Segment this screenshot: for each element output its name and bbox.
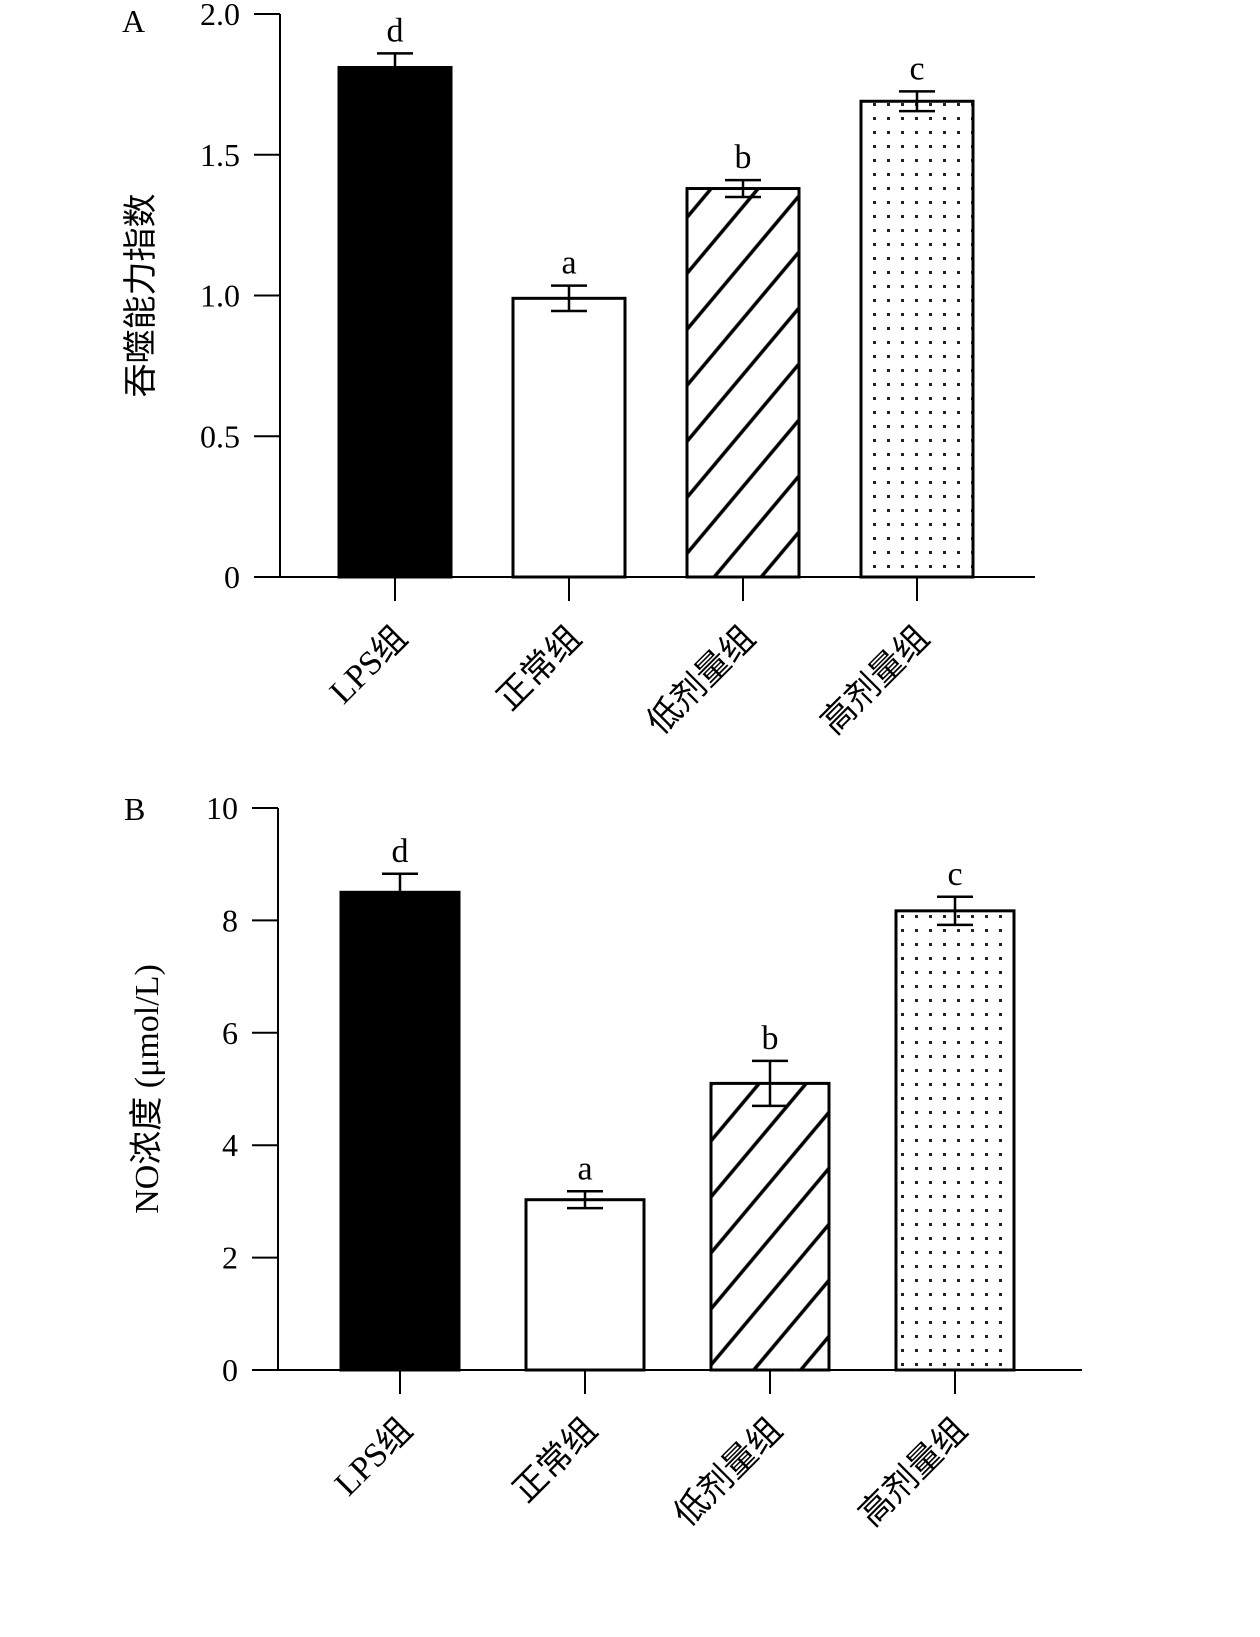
y-tick-label: 10 — [206, 790, 238, 826]
panel-label: A — [122, 3, 145, 39]
significance-label: d — [392, 833, 409, 870]
panel-label: B — [124, 791, 145, 827]
significance-label: d — [387, 12, 404, 49]
y-tick-label: 6 — [222, 1015, 238, 1051]
y-tick-label: 0 — [222, 1352, 238, 1388]
y-tick-label: 4 — [222, 1127, 238, 1163]
significance-label: c — [947, 856, 962, 893]
category-label: LPS组 — [327, 1411, 419, 1503]
significance-label: a — [561, 245, 576, 282]
category-label: 正常组 — [506, 1411, 605, 1510]
bar-1 — [337, 65, 453, 579]
bar-2 — [524, 1198, 646, 1372]
category-label: 高剂量组 — [852, 1411, 975, 1534]
category-label: 低剂量组 — [667, 1411, 790, 1534]
category-label: LPS组 — [322, 619, 414, 711]
bar-3 — [685, 187, 801, 579]
bar-1 — [339, 890, 461, 1372]
bar-2 — [511, 296, 627, 579]
chart-panel-a: A 0 0.5 1.0 1.5 2.0 吞噬能力指数 d LPS组 a 正常组 b 低剂量组 c 高剂量组 — [122, 0, 1035, 742]
significance-label: b — [735, 139, 752, 176]
y-tick-label: 2.0 — [200, 0, 240, 32]
y-tick-label: 0 — [224, 559, 240, 595]
y-tick-label: 8 — [222, 902, 238, 938]
bar-4 — [894, 909, 1016, 1372]
significance-label: b — [762, 1020, 779, 1057]
y-tick-label: 1.5 — [200, 137, 240, 173]
bar-4 — [859, 99, 975, 579]
category-label: 低剂量组 — [640, 619, 763, 742]
y-axis-title: 吞噬能力指数 — [122, 194, 160, 398]
y-tick-label: 0.5 — [200, 418, 240, 454]
y-tick-label: 1.0 — [200, 278, 240, 314]
significance-label: a — [577, 1150, 592, 1187]
category-label: 正常组 — [490, 619, 589, 718]
significance-label: c — [909, 50, 924, 87]
y-tick-label: 2 — [222, 1240, 238, 1276]
category-label: 高剂量组 — [814, 619, 937, 742]
y-axis-title: NO浓度 (μmol/L) — [128, 964, 166, 1214]
chart-panel-b: B 0 2 4 6 8 10 NO浓度 (μmol/L) d LPS组 a 正常组 b 低剂量组 c 高剂量组 — [124, 790, 1082, 1534]
bar-3 — [709, 1081, 831, 1372]
